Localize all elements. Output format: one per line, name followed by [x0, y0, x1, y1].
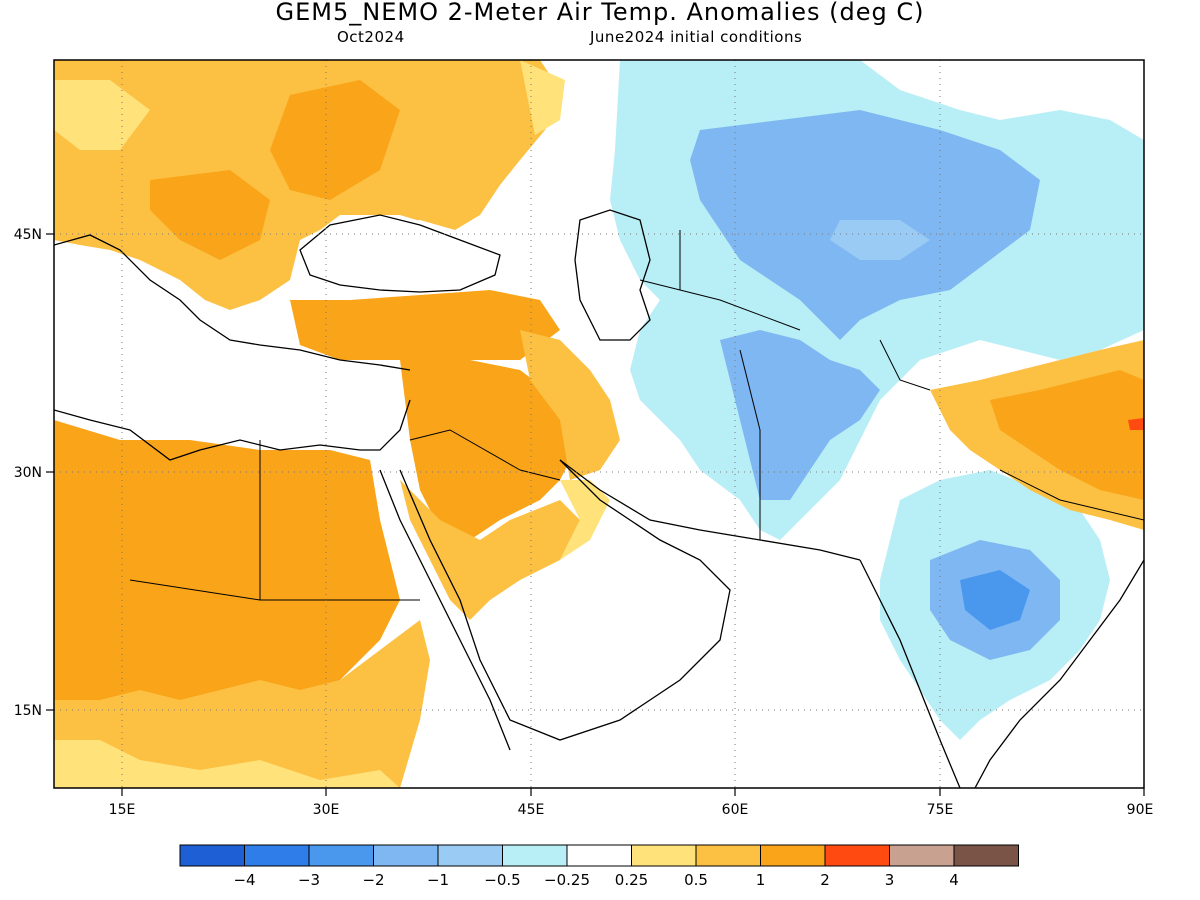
warm-region-north-africa [54, 420, 400, 760]
warm-region-anatolia [290, 290, 560, 360]
colorbar: −4 −3 −2 −1 −0.5 −0.25 0.25 0.5 1 2 3 4 [179, 844, 1019, 889]
colorbar-label: 2 [820, 871, 830, 889]
colorbar-swatch [244, 844, 310, 867]
map-title: GEM5_NEMO 2-Meter Air Temp. Anomalies (d… [275, 0, 925, 26]
colorbar-swatch [373, 844, 439, 867]
cold-region-india-inner [960, 570, 1030, 630]
colorbar-label: 0.25 [615, 871, 648, 889]
coastline-med-north [54, 234, 411, 371]
valid-month-label: Oct2024 [337, 28, 405, 46]
warm-region-europe-light [54, 60, 565, 150]
x-tick-label: 60E [722, 802, 749, 818]
x-tick-label: 90E [1127, 802, 1154, 818]
colorbar-swatch [889, 844, 955, 867]
init-conditions-label: June2024 initial conditions [590, 28, 803, 46]
colorbar-label: −3 [298, 871, 320, 889]
colorbar-swatch [953, 844, 1019, 867]
colorbar-swatch [566, 844, 632, 867]
colorbar-swatch [824, 844, 890, 867]
y-tick-label: 30N [14, 465, 42, 481]
cold-region-core [830, 220, 930, 260]
colorbar-swatch [631, 844, 697, 867]
warm-region-arabia-edge [560, 480, 610, 560]
coastline-red-sea [379, 469, 511, 751]
axis-labels: 15E 30E 45E 60E 75E 90E 45N 30N 15N [14, 227, 1154, 818]
coastline-india [859, 559, 1144, 788]
colorbar-swatch [308, 844, 374, 867]
warm-region-europe-core [150, 80, 400, 260]
colorbar-label: −0.5 [484, 871, 520, 889]
tick-marks [46, 233, 1145, 796]
colorbar-label: 1 [756, 871, 766, 889]
coastlines [54, 209, 1144, 788]
border-lines [129, 230, 1144, 601]
warm-region-arabia-north [400, 480, 580, 620]
colorbar-swatch [437, 844, 503, 867]
neutral-black-sea [300, 215, 500, 295]
colorbar-label: −4 [233, 871, 255, 889]
colorbar-label: 4 [949, 871, 959, 889]
coastline-caspian [574, 209, 651, 341]
gridlines [54, 60, 1144, 788]
colorbar-swatch [760, 844, 826, 867]
x-tick-label: 75E [927, 802, 954, 818]
colorbar-label: −2 [362, 871, 384, 889]
colorbar-label: −0.25 [544, 871, 590, 889]
warm-region-sahel-light [54, 740, 400, 788]
warm-region-tibet-core [990, 370, 1144, 500]
y-tick-label: 45N [14, 227, 42, 243]
coastline-persian-gulf [559, 459, 861, 561]
map-frame [53, 59, 1145, 789]
x-tick-label: 30E [313, 802, 340, 818]
colorbar-swatch [695, 844, 761, 867]
x-tick-label: 15E [109, 802, 136, 818]
colorbar-label: 0.5 [684, 871, 708, 889]
y-tick-label: 15N [14, 703, 42, 719]
colorbar-label: −1 [427, 871, 449, 889]
colorbar-swatch [179, 844, 245, 867]
warm-spot-tibet [1128, 418, 1144, 430]
colorbar-label: 3 [885, 871, 895, 889]
x-tick-label: 45E [518, 802, 545, 818]
anomaly-fields [54, 60, 1144, 788]
colorbar-swatch [502, 844, 568, 867]
warm-region-iran-west [520, 330, 620, 480]
coastline-arabia [399, 459, 731, 741]
coastline-black-sea [299, 214, 501, 293]
warm-region-iraq [400, 360, 580, 540]
warm-region-sahel [54, 620, 430, 788]
